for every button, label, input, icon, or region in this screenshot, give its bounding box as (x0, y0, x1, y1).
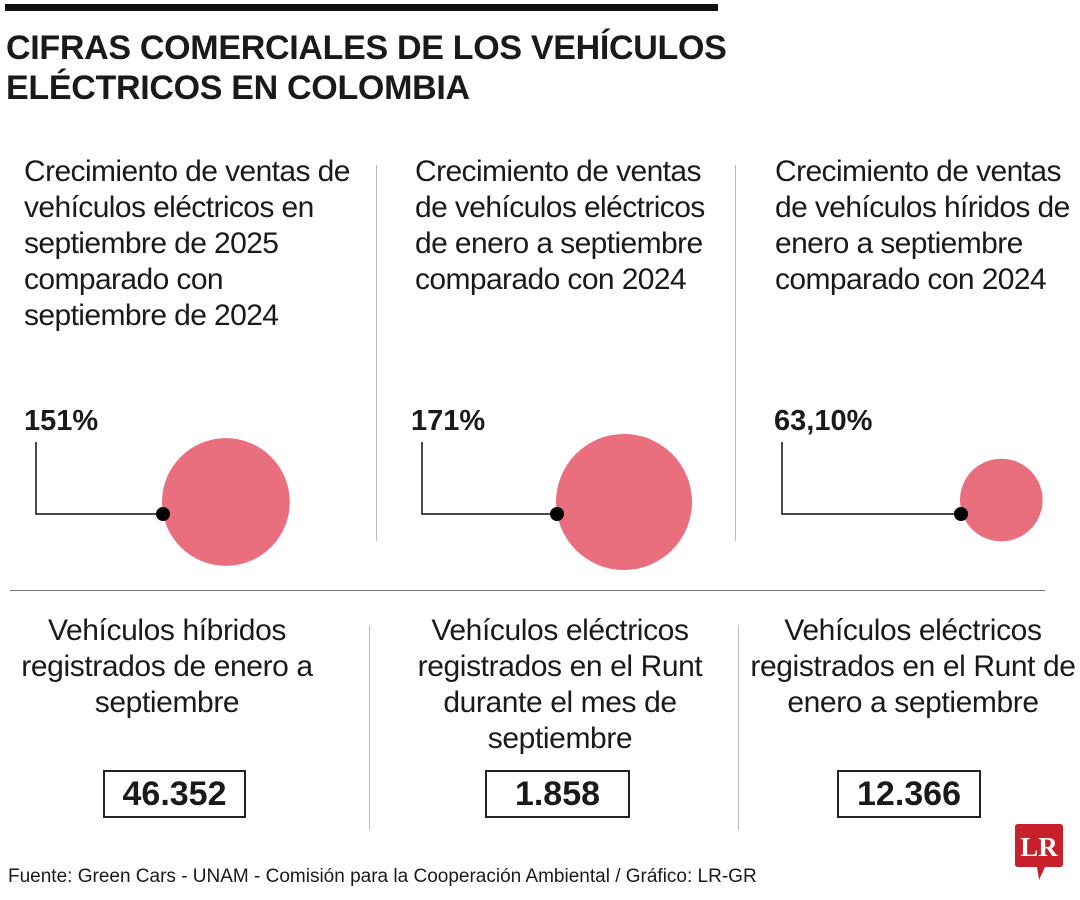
divider (10, 590, 1045, 591)
value-label-1: 151% (24, 405, 99, 437)
connector-dot-3 (954, 507, 968, 521)
stat-value-1: 46.352 (103, 770, 246, 818)
page-title: CIFRAS COMERCIALES DE LOS VEHÍCULOS ELÉC… (6, 29, 727, 107)
svg-text:LR: LR (1020, 832, 1058, 862)
value-label-3: 63,10% (774, 405, 873, 437)
bubble-2 (556, 434, 692, 570)
divider (369, 625, 370, 830)
connector-line-2 (421, 442, 557, 515)
connector-line-3 (781, 442, 961, 515)
bubble-3 (960, 458, 1043, 542)
source-footer: Fuente: Green Cars - UNAM - Comisión par… (8, 866, 757, 887)
connector-line-1 (35, 442, 163, 515)
top-bar (5, 4, 718, 11)
value-label-2: 171% (411, 405, 486, 437)
stat-value-2: 1.858 (485, 770, 630, 818)
divider (735, 165, 736, 541)
lr-logo: LR (1015, 824, 1063, 880)
connector-dot-2 (550, 507, 564, 521)
stat-label-1: Vehículos híbridos registrados de enero … (21, 614, 313, 719)
category-label-2: Crecimiento de ventas de vehículos eléct… (415, 155, 705, 296)
stat-label-2: Vehículos eléctricos registrados en el R… (417, 614, 703, 755)
bubble-1 (162, 438, 290, 566)
connector-dot-1 (156, 507, 170, 521)
bubble-chart (35, 434, 1043, 570)
category-label-1: Crecimiento de ventas de vehículos eléct… (24, 155, 350, 332)
divider (376, 165, 377, 541)
category-label-3: Crecimiento de ventas de vehículos hírid… (775, 155, 1070, 296)
divider (738, 625, 739, 830)
stat-value-3: 12.366 (837, 770, 981, 818)
stat-label-3: Vehículos eléctricos registrados en el R… (750, 614, 1076, 719)
